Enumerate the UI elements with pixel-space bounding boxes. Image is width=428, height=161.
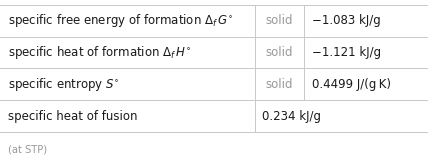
Text: (at STP): (at STP) <box>8 145 47 155</box>
Text: solid: solid <box>265 78 293 91</box>
Text: solid: solid <box>265 14 293 27</box>
Text: −1.121 kJ/g: −1.121 kJ/g <box>312 46 381 59</box>
Text: specific free energy of formation $\Delta_f\,G^{\circ}$: specific free energy of formation $\Delt… <box>8 12 233 29</box>
Text: 0.4499 J/(g K): 0.4499 J/(g K) <box>312 78 391 91</box>
Text: 0.234 kJ/g: 0.234 kJ/g <box>262 110 321 123</box>
Text: specific heat of fusion: specific heat of fusion <box>8 110 137 123</box>
Text: specific entropy $S^{\circ}$: specific entropy $S^{\circ}$ <box>8 76 119 93</box>
Text: solid: solid <box>265 46 293 59</box>
Text: −1.083 kJ/g: −1.083 kJ/g <box>312 14 380 27</box>
Text: specific heat of formation $\Delta_f\,H^{\circ}$: specific heat of formation $\Delta_f\,H^… <box>8 44 191 61</box>
